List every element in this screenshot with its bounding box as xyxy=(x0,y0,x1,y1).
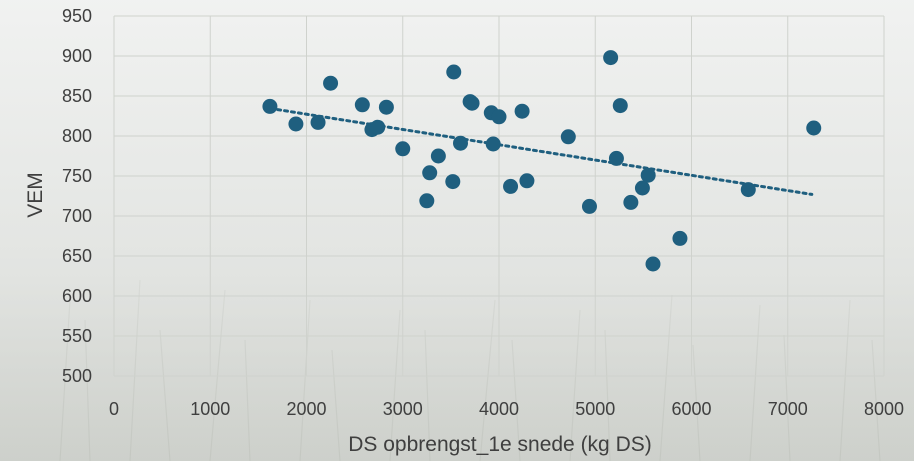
data-point xyxy=(453,135,468,151)
x-tick-label: 8000 xyxy=(864,399,904,419)
data-point xyxy=(378,99,394,115)
y-tick-label: 700 xyxy=(62,206,92,226)
data-point xyxy=(672,230,688,246)
data-point xyxy=(485,136,501,152)
y-tick-label: 900 xyxy=(62,46,92,66)
data-point xyxy=(419,193,435,209)
trendline-group xyxy=(276,108,814,196)
data-point xyxy=(519,173,535,189)
trendline xyxy=(276,108,814,196)
data-point xyxy=(503,178,519,194)
data-point xyxy=(645,256,661,272)
data-point xyxy=(740,182,756,198)
data-point xyxy=(370,119,386,135)
x-axis-ticks: 0 1000 2000 3000 4000 5000 6000 7000 8000 xyxy=(109,399,904,419)
x-tick-label: 3000 xyxy=(383,399,423,419)
data-point xyxy=(323,75,339,91)
x-tick-label: 5000 xyxy=(575,399,615,419)
x-tick-label: 2000 xyxy=(286,399,326,419)
data-point xyxy=(491,109,507,125)
y-tick-label: 800 xyxy=(62,126,92,146)
x-axis-title: DS opbrengst_1e snede (kg DS) xyxy=(348,433,652,456)
y-tick-label: 850 xyxy=(62,86,92,106)
x-tick-label: 6000 xyxy=(671,399,711,419)
data-point xyxy=(288,116,304,132)
data-point xyxy=(464,95,480,111)
y-axis-title: VEM xyxy=(24,172,47,218)
data-point xyxy=(310,114,326,130)
x-tick-label: 7000 xyxy=(768,399,808,419)
data-point xyxy=(640,167,656,183)
data-point xyxy=(354,97,370,113)
x-tick-label: 1000 xyxy=(190,399,230,419)
data-point xyxy=(634,180,650,196)
data-point xyxy=(422,165,438,181)
data-point xyxy=(806,120,822,136)
y-tick-label: 950 xyxy=(62,6,92,26)
y-tick-label: 500 xyxy=(62,366,92,386)
data-point xyxy=(430,148,446,164)
data-point xyxy=(446,64,462,80)
data-point xyxy=(262,98,278,114)
data-point xyxy=(623,194,639,210)
data-point xyxy=(612,98,628,114)
data-point xyxy=(581,198,597,214)
y-tick-label: 750 xyxy=(62,166,92,186)
y-tick-label: 650 xyxy=(62,246,92,266)
y-tick-label: 550 xyxy=(62,326,92,346)
y-axis-ticks: 500 550 600 650 700 750 800 850 900 950 xyxy=(62,6,92,386)
data-point xyxy=(514,103,530,119)
data-points xyxy=(262,50,822,272)
data-point xyxy=(445,174,461,190)
gridlines xyxy=(113,15,885,377)
data-point xyxy=(560,129,576,145)
data-point xyxy=(395,141,411,157)
data-point xyxy=(608,150,624,166)
x-tick-label: 4000 xyxy=(479,399,519,419)
data-point xyxy=(603,50,619,66)
x-tick-label: 0 xyxy=(109,399,119,419)
y-tick-label: 600 xyxy=(62,286,92,306)
